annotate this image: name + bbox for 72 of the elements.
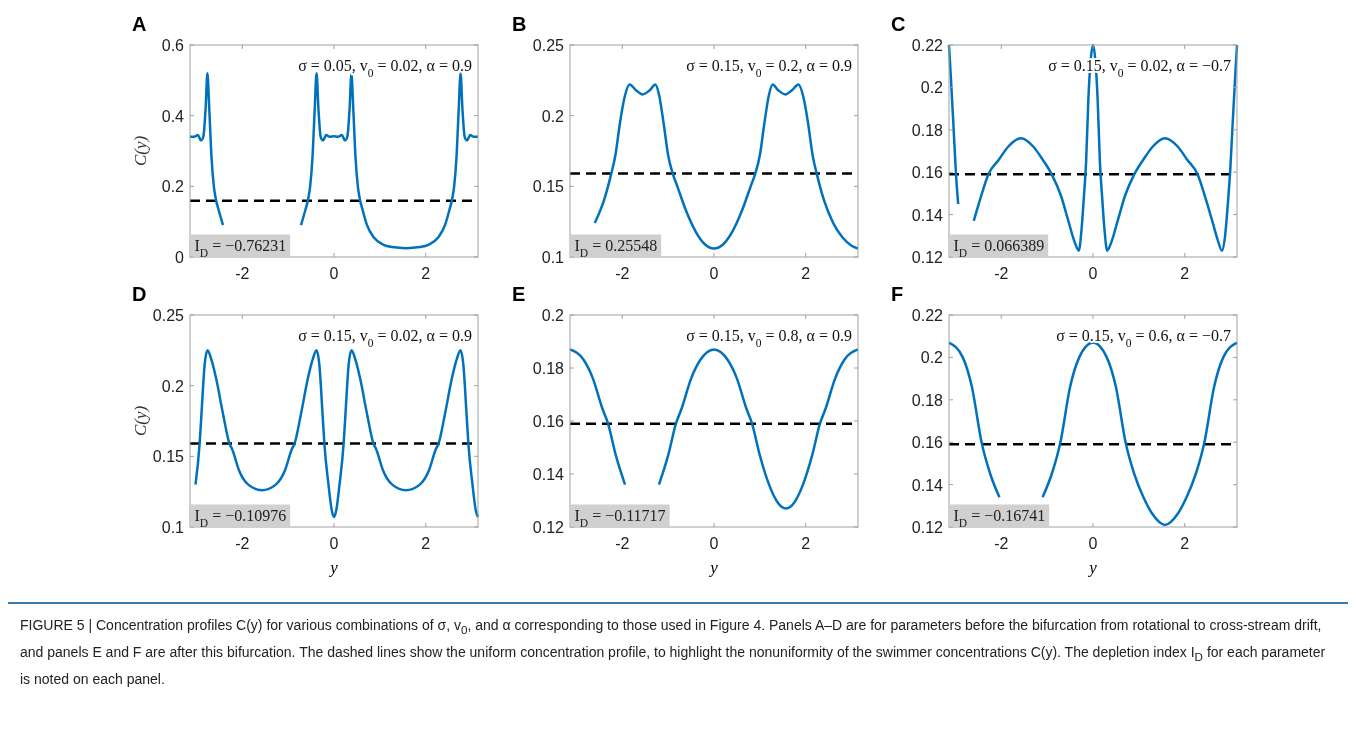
- text: FIGURE 5 | Concentration profiles C(y) for various combinations of σ, v$_{0}$, and α corresponding to those used in Figure 4. Panels A–D are for parameters before the bifurcation from rotational to cross-stream drift, and panels E and F are after this bifurcation. The dashed lines show the uniform concentration profile, to highlight the nonuniformity of the swimmer concentrations C(y). The depletion index I$_{D}$ for each parameter is noted on each panel.: [20, 617, 1326, 687]
- y-tick-label: 0.16: [532, 413, 565, 430]
- x-tick-label: 2: [421, 535, 431, 552]
- x-tick-label: 2: [1180, 535, 1190, 552]
- chart-title: C: [891, 13, 906, 35]
- x-tick-label: -2: [615, 265, 630, 282]
- y-tick-label: 0.2: [920, 349, 944, 367]
- y-tick-label: 0.12: [911, 519, 944, 536]
- x-tick-label: 0: [329, 535, 339, 552]
- y-tick-label: 0.2: [161, 178, 185, 196]
- x-tick-label: -2: [235, 265, 250, 282]
- annotation: σ = 0.15, v$_{0}$ = 0.8, α = 0.9: [686, 327, 852, 349]
- y-tick-label: 0.18: [911, 121, 944, 139]
- x-tick-label: -2: [615, 535, 630, 552]
- x-tick-label: 0: [709, 535, 719, 552]
- y-tick-label: 0.14: [532, 466, 565, 483]
- y-tick-label: 0.16: [911, 434, 944, 452]
- annotation: I$_{D}$ = −0.11717: [574, 506, 666, 529]
- y-tick-label: 0.12: [532, 519, 565, 536]
- x-tick-label: 0: [709, 265, 719, 282]
- x-axis-title: y: [708, 558, 719, 577]
- y-tick-label: 0.16: [911, 164, 944, 182]
- annotation: σ = 0.15, v$_{0}$ = 0.6, α = −0.7: [1056, 327, 1231, 349]
- y-tick-label: 0: [175, 249, 185, 266]
- annotation: I$_{D}$ = −0.16741: [953, 506, 1046, 529]
- chart-title: E: [512, 283, 526, 305]
- y-tick-label: 0.2: [161, 377, 185, 395]
- x-axis-title: y: [1087, 558, 1098, 577]
- chart-title: F: [891, 283, 904, 305]
- chart-title: D: [132, 283, 147, 305]
- x-tick-label: 0: [1088, 265, 1098, 282]
- annotation: σ = 0.15, v$_{0}$ = 0.02, α = 0.9: [298, 327, 472, 349]
- y-tick-label: 0.2: [541, 307, 565, 324]
- x-tick-label: 0: [1088, 535, 1098, 552]
- y-axis-title: C(y): [131, 135, 150, 167]
- x-tick-label: -2: [994, 265, 1009, 282]
- chart-title: B: [512, 13, 527, 35]
- annotation: I$_{D}$ = −0.76231: [194, 236, 287, 259]
- annotation: σ = 0.05, v$_{0}$ = 0.02, α = 0.9: [298, 57, 472, 79]
- y-tick-label: 0.15: [532, 178, 565, 196]
- y-tick-label: 0.25: [532, 37, 565, 54]
- x-tick-label: 2: [801, 535, 811, 552]
- y-tick-label: 0.12: [911, 249, 944, 266]
- x-tick-label: -2: [235, 535, 250, 552]
- y-axis-title: C(y): [131, 405, 150, 437]
- y-tick-label: 0.1: [161, 519, 185, 536]
- y-tick-label: 0.4: [161, 107, 185, 125]
- annotation: I$_{D}$ = −0.10976: [194, 506, 287, 529]
- chart-title: A: [132, 13, 147, 35]
- y-tick-label: 0.22: [911, 37, 944, 54]
- y-tick-label: 0.15: [152, 448, 185, 466]
- x-tick-label: 2: [801, 265, 811, 282]
- y-tick-label: 0.2: [920, 79, 944, 97]
- annotation: I$_{D}$ = 0.25548: [574, 236, 658, 259]
- x-axis-title: y: [328, 558, 339, 577]
- y-tick-label: 0.1: [541, 249, 565, 266]
- y-tick-label: 0.25: [152, 307, 185, 324]
- y-tick-label: 0.6: [161, 37, 185, 54]
- x-tick-label: 2: [1180, 265, 1190, 282]
- y-tick-label: 0.14: [911, 476, 944, 494]
- y-tick-label: 0.18: [911, 391, 944, 409]
- annotation: I$_{D}$ = 0.066389: [953, 236, 1045, 259]
- line-series: [593, 83, 860, 250]
- y-tick-label: 0.2: [541, 107, 565, 125]
- x-tick-label: 0: [329, 265, 339, 282]
- line-series: [194, 349, 480, 519]
- y-tick-label: 0.22: [911, 307, 944, 324]
- x-tick-label: -2: [994, 535, 1009, 552]
- y-tick-label: 0.18: [532, 360, 565, 377]
- x-tick-label: 2: [421, 265, 431, 282]
- annotation: σ = 0.15, v$_{0}$ = 0.2, α = 0.9: [686, 57, 852, 79]
- y-tick-label: 0.14: [911, 206, 944, 224]
